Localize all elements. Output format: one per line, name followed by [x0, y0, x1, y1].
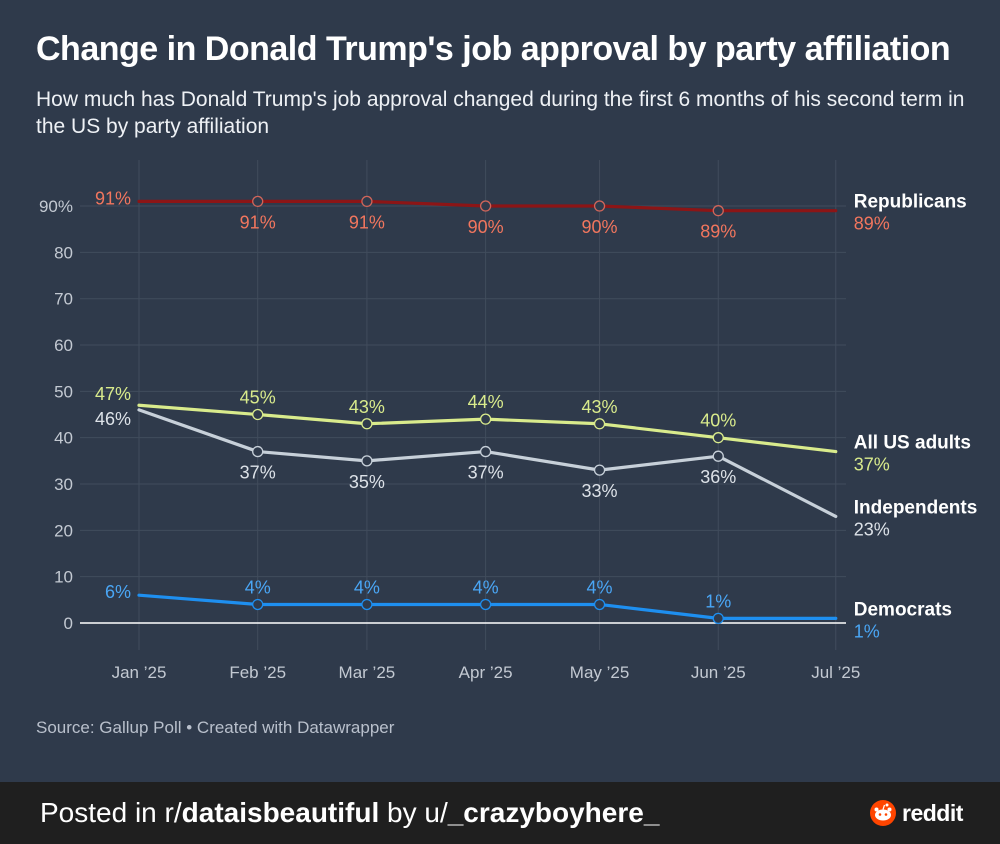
data-point [252, 445, 264, 458]
data-label: 45% [240, 388, 276, 408]
data-point [479, 200, 492, 212]
data-label: 36% [700, 467, 736, 487]
data-point [593, 598, 606, 611]
y-tick-label: 70 [54, 290, 73, 309]
y-tick-label: 80 [54, 243, 73, 262]
data-label: 37% [468, 463, 504, 483]
posted-in-text: Posted in r/ [40, 797, 182, 828]
data-point [479, 598, 492, 611]
chart-subtitle: How much has Donald Trump's job approval… [36, 88, 965, 138]
y-tick-label: 50 [54, 382, 73, 401]
chart-card: Change in Donald Trump's job approval by… [36, 30, 978, 737]
data-label: 44% [468, 392, 504, 412]
data-label: 40% [700, 411, 736, 431]
data-label: 4% [354, 577, 380, 597]
y-tick-label: 20 [54, 521, 73, 540]
end-value-label: 23% [854, 519, 890, 539]
data-label: 43% [582, 397, 618, 417]
data-label: 35% [349, 472, 385, 492]
data-label: 4% [245, 577, 271, 597]
data-point [712, 612, 724, 625]
end-value-label: 89% [854, 214, 890, 234]
data-label: 91% [240, 212, 276, 232]
data-point [479, 445, 492, 458]
by-text: by u/ [379, 797, 448, 828]
data-point [361, 455, 373, 467]
y-tick-label: 40 [54, 429, 73, 448]
y-tick-label: 30 [54, 475, 73, 494]
y-tick-label: 90% [39, 197, 73, 216]
y-tick-label: 60 [54, 336, 73, 355]
data-label: 4% [473, 577, 499, 597]
reddit-alien-icon [870, 800, 896, 826]
data-point [593, 464, 606, 476]
x-tick-label: Feb ’25 [229, 663, 286, 682]
data-point [712, 432, 724, 444]
end-value-label: 37% [854, 455, 890, 475]
data-label: 46% [95, 409, 131, 429]
line-chart: 0 10 20 30 40 50 60 70 80 90% Jan ’25 Feb ’25 Mar ’2… [39, 160, 978, 682]
reddit-footer: Posted in r/dataisbeautiful by u/_crazyb… [0, 782, 1000, 844]
end-value-label: 1% [854, 621, 880, 641]
series-name-label: Republicans [854, 192, 967, 213]
data-point [479, 413, 492, 425]
data-label: 91% [349, 212, 385, 232]
data-point [361, 418, 373, 430]
data-point [712, 450, 724, 462]
source-note: Source: Gallup Poll • Created with Dataw… [36, 718, 395, 737]
data-label: 90% [582, 217, 618, 237]
series-name-label: All US adults [854, 433, 971, 454]
x-tick-label: Jun ’25 [691, 663, 746, 682]
data-point [252, 195, 264, 208]
data-label: 90% [468, 217, 504, 237]
data-label: 91% [95, 188, 131, 208]
data-label: 1% [705, 591, 731, 611]
data-label: 37% [240, 463, 276, 483]
reddit-logo[interactable]: reddit [870, 799, 963, 827]
data-label: 43% [349, 397, 385, 417]
series-name-label: Democrats [854, 599, 952, 620]
y-tick-label: 10 [54, 568, 73, 587]
data-label: 33% [582, 481, 618, 501]
subreddit-link[interactable]: dataisbeautiful [181, 797, 380, 828]
username-link[interactable]: _crazyboyhere_ [447, 797, 660, 828]
x-tick-label: Jan ’25 [112, 663, 167, 682]
data-label: 6% [105, 582, 131, 602]
data-label: 47% [95, 384, 131, 404]
x-tick-label: Jul ’25 [811, 663, 860, 682]
data-point [593, 418, 606, 430]
series-name-label: Independents [854, 497, 978, 518]
x-tick-label: Mar ’25 [339, 663, 396, 682]
post-attribution: Posted in r/dataisbeautiful by u/_crazyb… [40, 797, 659, 829]
data-point [712, 205, 724, 217]
y-tick-label: 0 [64, 614, 73, 633]
data-point [593, 200, 606, 212]
data-point [361, 598, 373, 611]
reddit-wordmark: reddit [902, 799, 963, 826]
data-label: 4% [587, 577, 613, 597]
x-tick-label: May ’25 [570, 663, 630, 682]
data-point [252, 598, 264, 611]
data-point [361, 195, 373, 208]
data-point [252, 408, 264, 421]
data-label: 89% [700, 222, 736, 242]
chart-title: Change in Donald Trump's job approval by… [36, 30, 951, 68]
x-tick-label: Apr ’25 [459, 663, 513, 682]
